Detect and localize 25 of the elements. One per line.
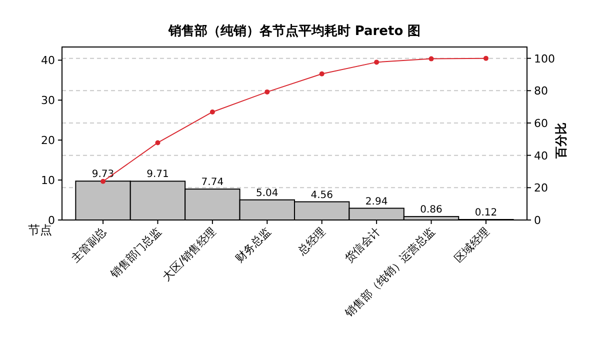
x-tick-label: 区域经理 (452, 224, 492, 266)
y2-tick-label: 60 (534, 116, 548, 130)
data-label: 4.56 (310, 190, 333, 201)
y-tick-label: 40 (41, 54, 55, 68)
x-tick-label: 货信会计 (342, 224, 383, 266)
y-tick-label: 30 (41, 94, 55, 108)
data-label: 5.04 (256, 188, 278, 199)
y2-tick-label: 0 (534, 214, 541, 227)
y-tick-label: 20 (41, 134, 55, 148)
x-tick-label: 总经理 (294, 224, 328, 258)
x-tick-label: 主管副总 (68, 224, 110, 266)
y-tick-label: 10 (41, 174, 55, 188)
y2-axis-title: 百分比 (554, 122, 568, 160)
y2-tick-label: 20 (534, 182, 548, 195)
data-label: 2.94 (365, 196, 388, 208)
y2-tick-label: 40 (534, 149, 548, 162)
data-label: 9.71 (146, 169, 169, 180)
y2-tick-label: 100 (534, 52, 555, 66)
data-label: 7.74 (201, 177, 224, 188)
chart-title: 销售部（纯销）各节点平均耗时 Pareto 图 (167, 23, 421, 39)
data-label: 0.12 (474, 208, 498, 219)
data-label: 0.86 (420, 204, 442, 216)
y2-tick-label: 80 (534, 84, 548, 98)
data-label: 9.73 (92, 169, 114, 180)
x-tick-label: 财务总监 (232, 224, 274, 266)
